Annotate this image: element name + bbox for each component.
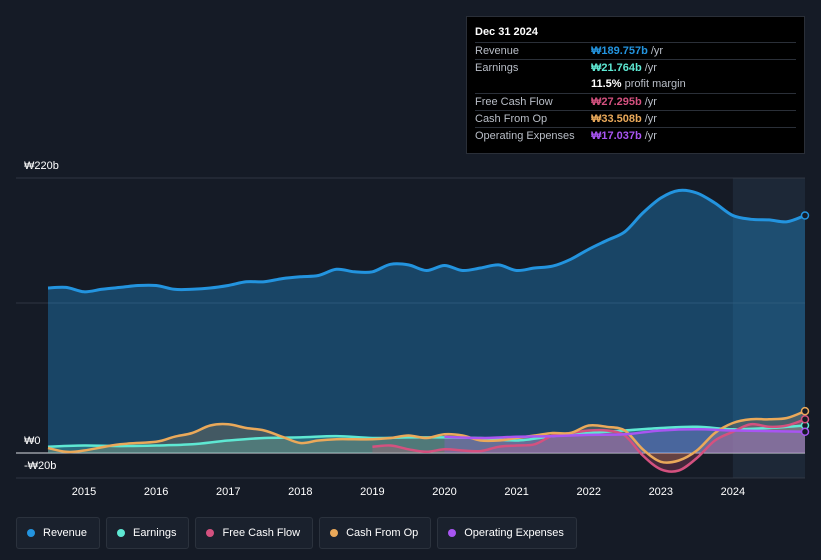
x-axis-tick-label: 2016 xyxy=(144,486,168,498)
tooltip-label xyxy=(475,76,591,93)
series-line-free-cash-flow xyxy=(372,418,806,473)
tooltip-row-margin: 11.5% profit margin xyxy=(475,76,796,93)
series-end-marker-operating-expenses xyxy=(800,427,810,436)
series-area-revenue xyxy=(48,190,805,454)
series-end-marker-free-cash-flow xyxy=(800,415,810,424)
y-axis-label: ₩220b xyxy=(24,160,59,172)
tooltip-value: ₩189.757b xyxy=(591,45,648,57)
x-axis-tick-label: 2015 xyxy=(72,486,96,498)
tooltip-value: ₩17.037b xyxy=(591,130,642,142)
series-area-operating-expenses xyxy=(444,429,805,453)
tooltip-unit: /yr xyxy=(644,113,657,125)
tooltip-value: ₩33.508b xyxy=(591,113,642,125)
legend-label: Free Cash Flow xyxy=(222,527,301,539)
x-axis-tick-label: 2022 xyxy=(576,486,600,498)
tooltip-label: Revenue xyxy=(475,45,520,57)
tooltip-row-cfo: Cash From Op ₩33.508b /yr xyxy=(475,110,796,127)
legend-dot-icon xyxy=(27,529,35,537)
tooltip-unit: profit margin xyxy=(624,78,686,90)
legend-item-earnings[interactable]: Earnings xyxy=(106,517,190,549)
series-end-marker-revenue xyxy=(800,211,810,220)
legend-item-revenue[interactable]: Revenue xyxy=(16,517,101,549)
x-axis-tick-label: 2023 xyxy=(649,486,673,498)
tooltip-value: 11.5% xyxy=(591,78,622,90)
legend-dot-icon xyxy=(117,529,126,537)
legend-item-free-cash-flow[interactable]: Free Cash Flow xyxy=(195,517,314,549)
series-line-operating-expenses xyxy=(444,428,806,440)
x-axis-tick-label: 2020 xyxy=(432,486,456,498)
tooltip-label: Free Cash Flow xyxy=(475,96,553,108)
tooltip: Dec 31 2024 Revenue ₩189.757b /yr Earnin… xyxy=(466,16,805,154)
legend-item-operating-expenses[interactable]: Operating Expenses xyxy=(437,517,577,549)
tooltip-label: Cash From Op xyxy=(475,113,548,125)
legend-label: Revenue xyxy=(43,527,88,539)
tooltip-value: ₩27.295b xyxy=(591,96,642,108)
y-axis-label: -₩20b xyxy=(24,460,56,472)
x-axis-tick-label: 2018 xyxy=(288,486,312,498)
tooltip-unit: /yr xyxy=(644,130,657,142)
x-axis-tick-label: 2021 xyxy=(504,486,528,498)
series-line-revenue xyxy=(47,188,806,294)
series-line-cash-from-op xyxy=(47,409,806,464)
legend-dot-icon xyxy=(330,529,339,537)
legend-item-cash-from-op[interactable]: Cash From Op xyxy=(319,517,432,549)
tooltip-row-revenue: Revenue ₩189.757b /yr xyxy=(475,42,796,59)
y-axis-label: ₩0 xyxy=(24,435,41,447)
tooltip-value: ₩21.764b xyxy=(591,62,642,74)
legend-label: Operating Expenses xyxy=(464,527,564,539)
legend-label: Cash From Op xyxy=(346,527,419,539)
tooltip-unit: /yr xyxy=(644,96,657,108)
legend-dot-icon xyxy=(448,529,457,537)
x-axis-tick-label: 2019 xyxy=(360,486,384,498)
tooltip-date: Dec 31 2024 xyxy=(475,26,538,38)
tooltip-row-earnings: Earnings ₩21.764b /yr xyxy=(475,59,796,76)
legend-dot-icon xyxy=(206,529,215,537)
tooltip-row-fcf: Free Cash Flow ₩27.295b /yr xyxy=(475,93,796,110)
x-axis-tick-label: 2024 xyxy=(721,486,745,498)
x-axis-tick-label: 2017 xyxy=(216,486,240,498)
tooltip-unit: /yr xyxy=(650,45,664,57)
legend-label: Earnings xyxy=(133,527,177,539)
series-area-cash-from-op xyxy=(48,411,805,463)
series-end-marker-cash-from-op xyxy=(800,406,810,416)
series-area-free-cash-flow xyxy=(372,419,805,472)
tooltip-label: Operating Expenses xyxy=(475,130,575,142)
tooltip-row-opex: Operating Expenses ₩17.037b /yr xyxy=(475,127,796,144)
tooltip-unit: /yr xyxy=(644,62,657,74)
legend: Revenue Earnings Free Cash Flow Cash Fro… xyxy=(16,517,577,549)
tooltip-label: Earnings xyxy=(475,62,519,74)
